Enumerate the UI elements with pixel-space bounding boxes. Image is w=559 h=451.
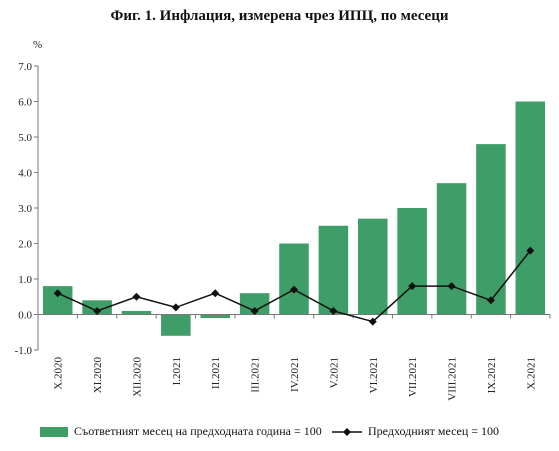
x-tick-label: X.2020 bbox=[53, 357, 65, 390]
line-point-I.2021 bbox=[171, 303, 180, 312]
bar-V.2021 bbox=[318, 225, 349, 315]
legend-line-icon bbox=[332, 427, 362, 436]
legend-bar-swatch bbox=[40, 426, 68, 437]
line-point-IX.2021 bbox=[486, 296, 495, 305]
x-tick-label: X.2021 bbox=[525, 357, 537, 390]
x-tick-label: IV.2021 bbox=[289, 357, 301, 392]
line-point-VII.2021 bbox=[408, 282, 417, 291]
x-tick-label: II.2021 bbox=[210, 357, 222, 389]
line-point-XII.2020 bbox=[132, 292, 141, 301]
legend-item-bar: Съответният месец на предходната година … bbox=[40, 424, 322, 439]
bar-IV.2021 bbox=[279, 243, 309, 315]
bar-XII.2020 bbox=[121, 310, 152, 315]
x-tick-label: VI.2021 bbox=[368, 357, 380, 393]
x-tick-label: XI.2020 bbox=[92, 357, 104, 394]
bar-IX.2021 bbox=[476, 144, 506, 315]
bar-X.2021 bbox=[515, 101, 546, 315]
y-tick-label: 2.0 bbox=[18, 239, 32, 251]
y-tick-label: 7.0 bbox=[18, 61, 32, 73]
y-tick-label: 5.0 bbox=[18, 132, 32, 144]
x-tick-label: XII.2020 bbox=[131, 357, 143, 398]
line-point-VI.2021 bbox=[368, 317, 377, 326]
bar-I.2021 bbox=[161, 314, 191, 336]
x-tick-label: VII.2021 bbox=[407, 357, 419, 397]
bar-II.2021 bbox=[200, 314, 230, 319]
line-point-XI.2020 bbox=[93, 306, 102, 315]
y-tick-label: 3.0 bbox=[18, 203, 32, 215]
line-point-X.2021 bbox=[526, 246, 535, 255]
line-point-X.2020 bbox=[53, 289, 62, 298]
bar-VIII.2021 bbox=[436, 183, 467, 315]
bar-VI.2021 bbox=[358, 218, 388, 315]
y-tick-label: 4.0 bbox=[18, 168, 32, 180]
bar-III.2021 bbox=[239, 293, 270, 315]
legend-item-line: Предходният месец = 100 bbox=[332, 424, 499, 439]
y-tick-label: 6.0 bbox=[18, 97, 32, 109]
line-point-VIII.2021 bbox=[447, 282, 456, 291]
y-tick-label: 1.0 bbox=[18, 274, 32, 286]
x-tick-label: V.2021 bbox=[328, 357, 340, 388]
chart-title: Фиг. 1. Инфлация, измерена чрез ИПЦ, по … bbox=[110, 8, 449, 24]
bar-VII.2021 bbox=[397, 208, 427, 315]
x-tick-label: VIII.2021 bbox=[447, 357, 459, 401]
y-tick-label: 0.0 bbox=[18, 310, 32, 322]
x-tick-label: III.2021 bbox=[250, 357, 262, 393]
y-axis-unit: % bbox=[33, 39, 42, 51]
y-tick-label: -1.0 bbox=[15, 345, 33, 357]
legend-label-bar: Съответният месец на предходната година … bbox=[74, 424, 322, 438]
line-point-IV.2021 bbox=[290, 285, 298, 294]
line-point-III.2021 bbox=[250, 306, 259, 315]
x-tick-label: IX.2021 bbox=[486, 357, 498, 393]
legend-label-line: Предходният месец = 100 bbox=[368, 424, 500, 438]
line-point-II.2021 bbox=[211, 289, 220, 298]
line-point-V.2021 bbox=[329, 306, 338, 315]
x-tick-label: I.2021 bbox=[171, 357, 183, 385]
